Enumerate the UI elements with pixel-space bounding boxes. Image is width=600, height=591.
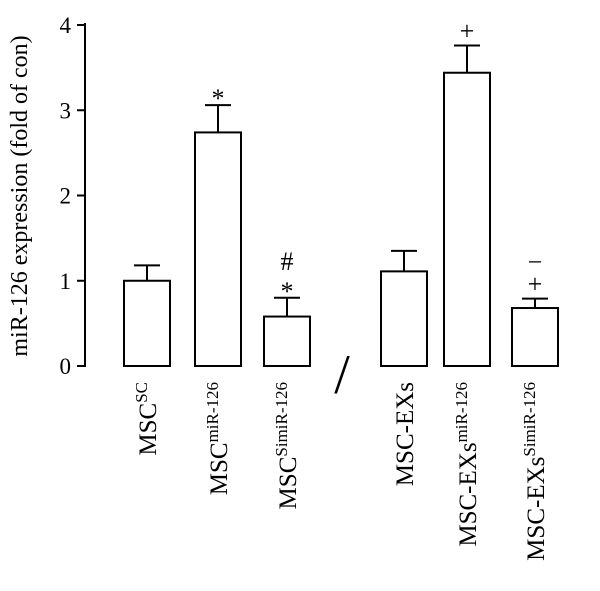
x-tick-label-base: MSC-EXs <box>455 442 482 546</box>
y-axis-label: miR-126 expression (fold of con) <box>7 35 33 356</box>
bar-group: + <box>443 16 491 368</box>
axis-break-symbol: / <box>334 344 350 406</box>
bar <box>263 315 311 367</box>
x-tick-label: MSCmiR-126 <box>203 382 233 495</box>
bar-group <box>123 264 171 367</box>
bars: **#++− <box>123 16 559 368</box>
y-tick-label: 0 <box>60 354 72 379</box>
significance-mark: # <box>281 247 294 276</box>
x-tick-label-base: MSC <box>135 403 162 456</box>
x-tick-label-base: MSC <box>275 457 302 510</box>
x-tick-label: MSCSC <box>132 382 162 456</box>
x-tick-label: MSC-EXsmiR-126 <box>452 382 482 547</box>
axes: 0 1 2 3 4 / <box>60 13 351 406</box>
x-tick-label-superscript: SimiR-126 <box>272 382 291 457</box>
bar-group: * <box>194 84 242 367</box>
bar <box>123 279 171 367</box>
y-tick-label: 3 <box>60 98 72 123</box>
x-tick-label: MSC-EXsSimiR-126 <box>520 382 550 561</box>
significance-mark: + <box>460 16 475 45</box>
bar <box>511 307 559 367</box>
bar-group: *# <box>263 247 311 367</box>
x-tick-label-base: MSC <box>206 442 233 495</box>
significance-mark: * <box>212 84 225 113</box>
bar <box>443 71 491 368</box>
bar-group: +− <box>511 248 559 367</box>
x-tick-label: MSCSimiR-126 <box>272 382 302 509</box>
x-tick-label-superscript: miR-126 <box>452 382 471 442</box>
x-tick-label-superscript: SC <box>132 382 151 403</box>
y-tick-label: 2 <box>60 184 72 209</box>
x-tick-label: MSC-EXs <box>392 382 419 486</box>
y-tick-label: 1 <box>60 269 72 294</box>
bar <box>380 270 428 367</box>
significance-mark: + <box>528 270 543 299</box>
x-tick-label-superscript: SimiR-126 <box>520 382 539 457</box>
significance-mark: * <box>281 277 294 306</box>
y-tick-label: 4 <box>60 13 72 38</box>
x-tick-label-base: MSC-EXs <box>523 457 550 561</box>
significance-mark: − <box>528 248 543 277</box>
x-tick-label-base: MSC-EXs <box>392 382 419 486</box>
bar <box>194 131 242 367</box>
bar-group <box>380 249 428 367</box>
x-tick-label-superscript: miR-126 <box>203 382 222 442</box>
